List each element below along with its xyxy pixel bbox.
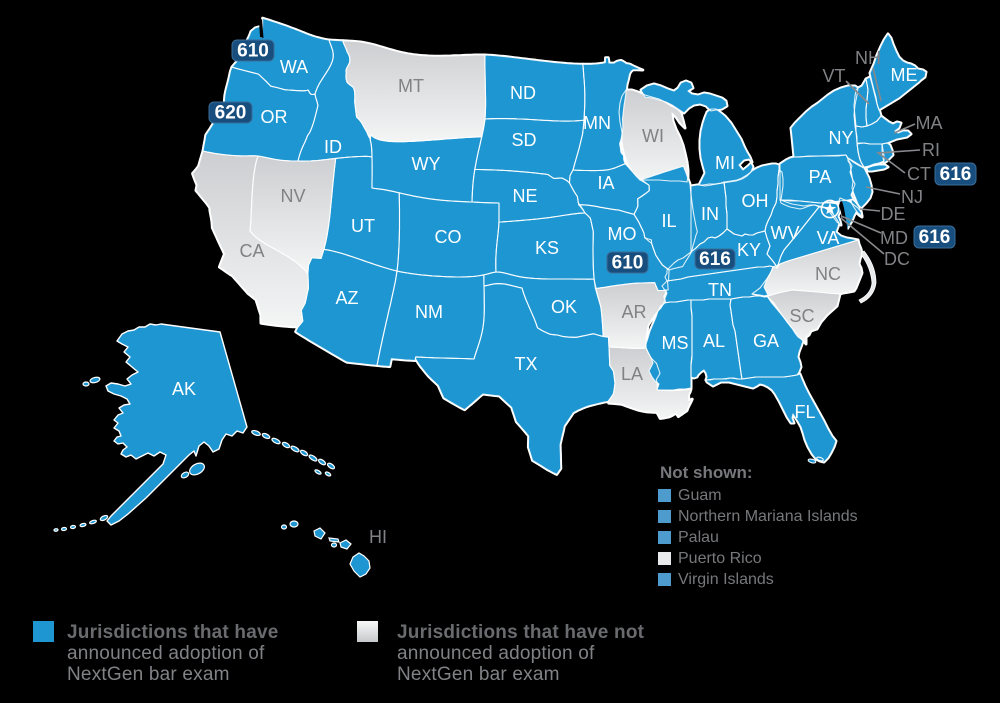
svg-text:MT: MT — [398, 76, 424, 96]
svg-text:AK: AK — [172, 379, 196, 399]
svg-text:announced adoption of: announced adoption of — [397, 643, 595, 664]
svg-text:ID: ID — [324, 137, 342, 157]
svg-text:NC: NC — [815, 264, 841, 284]
svg-text:OH: OH — [742, 191, 769, 211]
svg-text:610: 610 — [237, 41, 269, 62]
svg-text:KY: KY — [737, 240, 761, 260]
svg-text:TN: TN — [708, 280, 732, 300]
svg-text:AR: AR — [621, 302, 646, 322]
svg-text:IL: IL — [661, 211, 676, 231]
svg-text:CT: CT — [907, 164, 931, 184]
svg-text:NH: NH — [855, 48, 881, 68]
svg-text:Guam: Guam — [678, 487, 722, 504]
svg-text:WY: WY — [412, 154, 441, 174]
svg-text:NY: NY — [828, 128, 853, 148]
svg-text:MS: MS — [662, 333, 689, 353]
svg-text:616: 616 — [919, 227, 951, 248]
svg-text:VA: VA — [817, 228, 840, 248]
svg-text:616: 616 — [940, 164, 972, 185]
svg-text:MN: MN — [583, 113, 611, 133]
svg-text:MA: MA — [916, 113, 943, 133]
svg-text:DC: DC — [884, 249, 910, 269]
svg-text:620: 620 — [215, 103, 247, 124]
svg-text:CA: CA — [239, 241, 264, 261]
svg-text:PA: PA — [809, 167, 832, 187]
svg-text:Northern Mariana Islands: Northern Mariana Islands — [678, 508, 858, 525]
svg-text:Jurisdictions that have not: Jurisdictions that have not — [397, 622, 645, 643]
svg-text:IA: IA — [597, 173, 614, 193]
svg-text:WA: WA — [280, 57, 308, 77]
svg-text:616: 616 — [699, 249, 731, 270]
svg-text:ND: ND — [510, 83, 536, 103]
svg-text:NJ: NJ — [901, 187, 923, 207]
svg-text:Jurisdictions that have: Jurisdictions that have — [67, 622, 279, 643]
svg-text:KS: KS — [535, 238, 559, 258]
svg-text:FL: FL — [794, 402, 815, 422]
svg-text:GA: GA — [753, 331, 779, 351]
svg-text:HI: HI — [369, 527, 387, 547]
svg-text:SC: SC — [789, 306, 814, 326]
svg-text:SD: SD — [511, 130, 536, 150]
svg-text:LA: LA — [621, 364, 643, 384]
svg-text:ME: ME — [891, 65, 918, 85]
svg-text:WI: WI — [642, 126, 664, 146]
svg-text:NE: NE — [512, 186, 537, 206]
svg-text:Virgin Islands: Virgin Islands — [678, 571, 774, 588]
svg-text:DE: DE — [880, 204, 905, 224]
svg-text:Not shown:: Not shown: — [660, 463, 753, 482]
svg-text:RI: RI — [922, 140, 940, 160]
svg-text:announced adoption of: announced adoption of — [67, 643, 265, 664]
svg-text:WV: WV — [771, 223, 800, 243]
svg-text:MI: MI — [715, 153, 735, 173]
svg-text:IN: IN — [701, 204, 719, 224]
svg-text:NV: NV — [280, 186, 305, 206]
svg-text:Palau: Palau — [678, 529, 719, 546]
svg-text:MD: MD — [880, 228, 908, 248]
svg-text:CO: CO — [435, 227, 462, 247]
svg-text:OK: OK — [551, 297, 577, 317]
svg-text:UT: UT — [351, 216, 375, 236]
svg-text:610: 610 — [612, 253, 644, 274]
svg-text:NextGen bar exam: NextGen bar exam — [67, 664, 230, 685]
svg-text:VT: VT — [822, 66, 845, 86]
svg-text:AL: AL — [703, 331, 725, 351]
svg-text:TX: TX — [514, 354, 537, 374]
svg-text:AZ: AZ — [335, 288, 358, 308]
svg-text:NextGen bar exam: NextGen bar exam — [397, 664, 560, 685]
svg-text:Puerto Rico: Puerto Rico — [678, 550, 762, 567]
svg-text:OR: OR — [261, 107, 288, 127]
svg-text:MO: MO — [608, 224, 637, 244]
svg-text:NM: NM — [415, 302, 443, 322]
